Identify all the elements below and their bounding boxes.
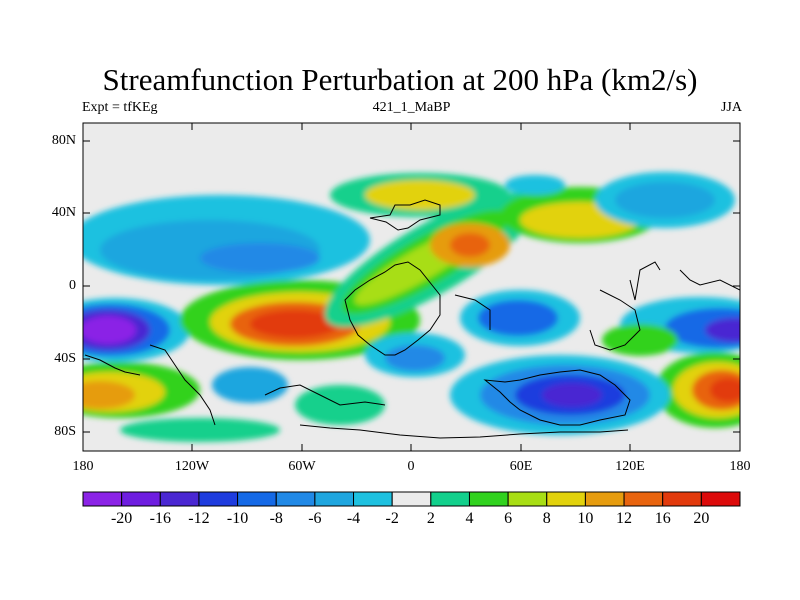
contour-region xyxy=(212,367,288,403)
map-panel xyxy=(82,122,741,452)
colorbar-swatch xyxy=(662,491,702,507)
contour-region xyxy=(450,233,490,257)
contour-region xyxy=(365,180,475,210)
colorbar-label: -6 xyxy=(308,510,322,527)
colorbar-label: -16 xyxy=(149,510,171,527)
lon-tick-label: 180 xyxy=(72,459,94,474)
lon-tick-label: 60E xyxy=(509,459,533,474)
alaska-coast xyxy=(679,269,740,310)
colorbar-swatch xyxy=(391,491,432,507)
colorbar-swatch xyxy=(546,491,586,507)
colorbar-swatch xyxy=(430,491,470,507)
lon-tick-label: 180 xyxy=(729,459,751,474)
lat-tick-label: 40N xyxy=(51,205,76,220)
plot-title: Streamfunction Perturbation at 200 hPa (… xyxy=(102,62,698,97)
colorbar-swatch xyxy=(353,491,393,507)
lon-tick-label: 120E xyxy=(615,459,645,474)
colorbar-swatch xyxy=(159,491,200,507)
contour-region xyxy=(710,378,740,402)
australia-coast xyxy=(483,369,631,426)
colorbar-label: 4 xyxy=(465,510,474,527)
asia-coast xyxy=(589,289,641,351)
colorbar-label: -8 xyxy=(269,510,283,527)
colorbar-label: -2 xyxy=(385,510,399,527)
colorbar-swatch xyxy=(314,491,355,507)
contour-region xyxy=(505,175,565,195)
colorbar-label: -4 xyxy=(346,510,361,527)
lat-axis-ticks xyxy=(83,140,740,433)
antarctica-coast xyxy=(299,424,629,439)
colorbar-swatch xyxy=(507,491,548,507)
colorbar-swatch xyxy=(121,491,161,507)
europe-coast xyxy=(369,199,441,231)
contour-region xyxy=(478,300,558,336)
colorbar-label: 12 xyxy=(616,510,633,527)
colorbar-swatch xyxy=(623,491,664,507)
colorbar-swatch xyxy=(82,491,123,507)
lat-tick-label: 80S xyxy=(54,424,76,439)
contour-region xyxy=(120,418,280,442)
season-label: JJA xyxy=(720,100,742,115)
colorbar-label: -12 xyxy=(188,510,210,527)
colorbar-label: 16 xyxy=(654,510,671,527)
contour-region xyxy=(602,324,678,356)
colorbar-label: 8 xyxy=(542,510,551,527)
colorbar-label: 2 xyxy=(426,510,435,527)
africa-coast xyxy=(344,261,441,356)
lon-tick-label: 0 xyxy=(407,459,415,474)
lon-tick-label: 60W xyxy=(288,459,316,474)
lat-tick-label: 0 xyxy=(69,278,76,293)
lat-tick-label: 40S xyxy=(54,351,76,366)
contour-fill xyxy=(83,172,740,442)
contour-region xyxy=(83,381,135,409)
colorbar-swatch xyxy=(237,491,277,507)
colorbar-label: 20 xyxy=(693,510,710,527)
lon-tick-label: 120W xyxy=(174,459,210,474)
south-america-south xyxy=(264,384,386,406)
colorbar-label: 10 xyxy=(577,510,594,527)
colorbar-label: -10 xyxy=(226,510,249,527)
colorbar xyxy=(82,491,741,507)
colorbar-label: 6 xyxy=(504,510,513,527)
experiment-label: Expt = tfKEg xyxy=(82,100,158,115)
colorbar-label: -20 xyxy=(110,510,133,527)
colorbar-swatch xyxy=(468,491,509,507)
contour-region xyxy=(385,345,445,371)
lat-tick-label: 80N xyxy=(51,133,76,148)
contour-region xyxy=(542,383,602,407)
arabia-coast xyxy=(454,294,491,330)
chile-coast xyxy=(149,344,216,426)
colorbar-swatch xyxy=(584,491,625,507)
colorbar-swatch xyxy=(198,491,239,507)
contour-region xyxy=(83,316,136,344)
coastlines xyxy=(84,199,740,439)
contour-region xyxy=(615,182,715,218)
contour-region xyxy=(705,318,740,342)
pacific-islands xyxy=(84,354,141,376)
contour-region xyxy=(250,310,340,338)
japan-coast xyxy=(629,261,661,301)
run-label: 421_1_MaBP xyxy=(372,100,451,115)
colorbar-swatch xyxy=(275,491,316,507)
contour-region xyxy=(200,243,320,273)
colorbar-swatch xyxy=(700,491,741,507)
lon-axis-ticks xyxy=(82,123,741,451)
